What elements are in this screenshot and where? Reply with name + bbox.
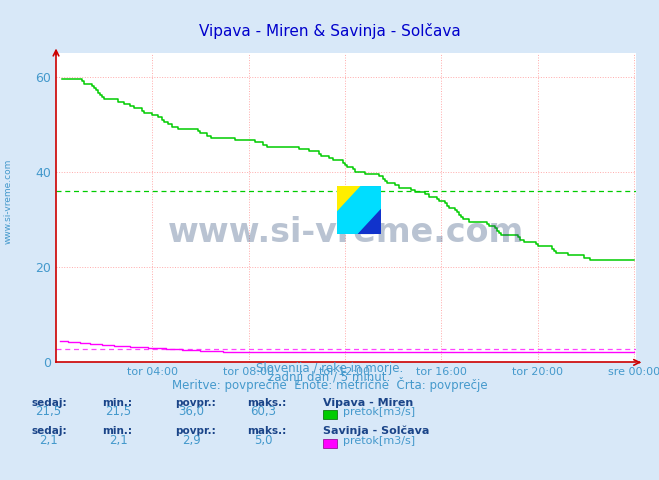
- Text: sedaj:: sedaj:: [32, 426, 67, 436]
- Text: zadnji dan / 5 minut.: zadnji dan / 5 minut.: [268, 371, 391, 384]
- Text: www.si-vreme.com: www.si-vreme.com: [168, 216, 524, 249]
- Text: min.:: min.:: [102, 426, 132, 436]
- Text: maks.:: maks.:: [247, 426, 287, 436]
- Text: 21,5: 21,5: [35, 405, 61, 418]
- Text: 2,9: 2,9: [182, 434, 200, 447]
- Text: sedaj:: sedaj:: [32, 397, 67, 408]
- Text: Savinja - Solčava: Savinja - Solčava: [323, 426, 429, 436]
- Text: 2,1: 2,1: [109, 434, 128, 447]
- Text: 21,5: 21,5: [105, 405, 132, 418]
- Text: povpr.:: povpr.:: [175, 426, 215, 436]
- Text: 5,0: 5,0: [254, 434, 273, 447]
- Text: Vipava - Miren: Vipava - Miren: [323, 397, 413, 408]
- Text: pretok[m3/s]: pretok[m3/s]: [343, 407, 415, 417]
- Text: povpr.:: povpr.:: [175, 397, 215, 408]
- Text: Slovenija / reke in morje.: Slovenija / reke in morje.: [256, 362, 403, 375]
- Text: maks.:: maks.:: [247, 397, 287, 408]
- Text: 60,3: 60,3: [250, 405, 277, 418]
- Text: pretok[m3/s]: pretok[m3/s]: [343, 436, 415, 446]
- Text: Meritve: povprečne  Enote: metrične  Črta: povprečje: Meritve: povprečne Enote: metrične Črta:…: [172, 377, 487, 392]
- Text: 36,0: 36,0: [178, 405, 204, 418]
- Text: 2,1: 2,1: [39, 434, 57, 447]
- Text: Vipava - Miren & Savinja - Solčava: Vipava - Miren & Savinja - Solčava: [198, 23, 461, 39]
- Text: min.:: min.:: [102, 397, 132, 408]
- Text: www.si-vreme.com: www.si-vreme.com: [4, 159, 13, 244]
